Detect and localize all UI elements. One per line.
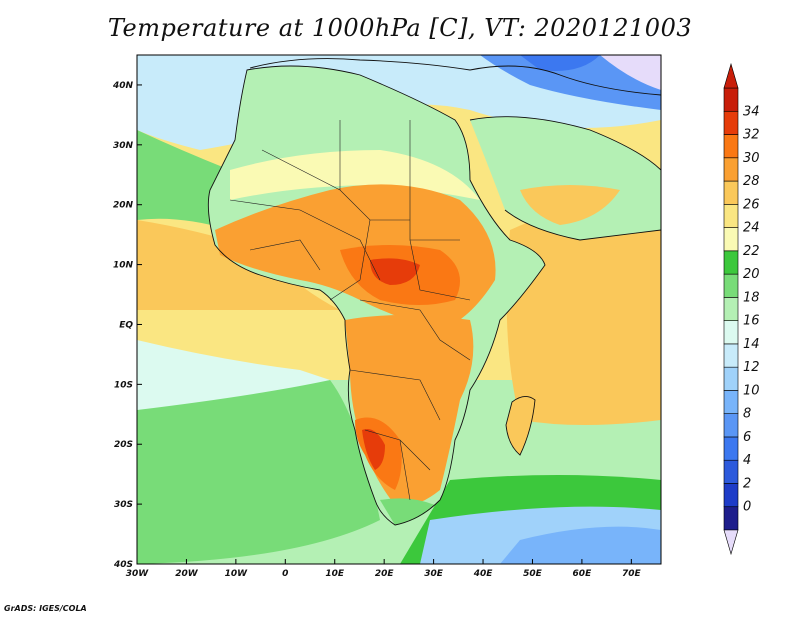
colorbar-level-label: 2 [743,476,751,491]
colorbar-segment [723,320,739,345]
colorbar-segment [723,390,739,414]
colorbar-level-label: 22 [743,244,760,259]
colorbar-level-label: 10 [743,383,760,398]
colorbar-segment [723,87,739,112]
lat-tick-label: 20S [114,440,133,450]
colorbar-segment [723,250,739,275]
madagascar [506,396,535,455]
colorbar-level-label: 4 [743,453,751,468]
lat-tick-label: 30N [113,141,134,151]
colorbar-segment [723,204,739,228]
coldest-corner [600,55,661,90]
arabia-warm [520,185,620,225]
colorbar-segment [723,366,739,391]
lat-tick-label: 10N [113,261,134,271]
colorbar-segment [723,110,739,135]
grads-credit: GrADS: IGES/COLA [4,604,87,613]
colorbar-over-arrow [723,62,739,89]
colorbar-level-label: 20 [743,267,760,282]
lat-tick-label: EQ [119,320,133,330]
longitude-ticks: 30W 20W 10W 0 10E 20E 30E 40E 50E 60E 70E [126,559,642,579]
lat-tick-label: 30S [114,500,133,510]
colorbar-level-label: 24 [743,221,760,236]
sahara-yellow [230,150,480,200]
colorbar-segment [723,227,739,252]
lat-tick-label: 20N [113,201,134,211]
latitude-ticks: 40N 30N 20N 10N EQ 10S 20S 30S 40S [112,81,142,570]
colorbar-segment [723,343,739,368]
plot-frame [136,54,662,565]
colorbar-level-label: 6 [743,430,751,445]
colorbar-segment [723,483,739,508]
lon-tick-label: 10E [325,569,345,579]
arabian-peninsula [470,116,661,240]
south-atlantic-green [137,380,380,564]
colorbar-level-label: 16 [743,314,760,329]
colorbar-level-label: 18 [743,290,760,305]
colorbar-segment [723,273,739,298]
colorbar-level-label: 28 [743,174,760,189]
country-borders [229,120,471,501]
colorbar-level-label: 12 [743,360,760,375]
coastlines [207,58,661,526]
lon-tick-label: 0 [282,569,288,579]
colorbar-level-label: 34 [743,104,760,119]
colorbar-segment [723,180,739,205]
colorbar-level-label: 30 [743,151,760,166]
hottest-spot [370,258,420,285]
lon-tick-label: 10W [225,569,249,579]
lat-tick-label: 40S [113,560,133,570]
lon-tick-label: 30W [126,569,150,579]
atlantic-transition [137,340,330,410]
black-sea-blue [520,55,600,71]
lon-tick-label: 20W [175,569,199,579]
colorbar-level-label: 32 [743,128,760,143]
colorbar-level-label: 8 [743,407,751,422]
lon-tick-label: 70E [622,569,642,579]
lat-tick-label: 10S [114,380,133,390]
colorbar-segment [723,297,739,321]
lon-tick-label: 30E [424,569,444,579]
colorbar-segment [723,157,739,182]
colorbar-segment [723,436,739,461]
temperature-field [137,55,661,564]
colorbar-segment [723,459,739,484]
lat-tick-label: 40N [112,81,134,91]
namibia-hot-core [362,429,385,470]
lon-tick-label: 50E [523,569,543,579]
colorbar-segment [723,134,739,159]
map-title: Temperature at 1000hPa [C], VT: 20201210… [107,14,693,42]
colorbar-segment [723,506,739,531]
colorbar-under-arrow [723,529,739,556]
far-south-deep-blue [500,526,661,564]
lon-tick-label: 60E [573,569,593,579]
colorbar-level-label: 0 [743,500,751,515]
cape-green [380,498,435,525]
caspian-region-blue [480,55,661,110]
colorbar-level-label: 14 [743,337,760,352]
colorbar-segment [723,413,739,438]
lon-tick-label: 20E [375,569,395,579]
indian-ocean-warm [506,190,661,425]
colorbar-level-label: 26 [743,197,760,212]
lon-tick-label: 40E [473,569,494,579]
